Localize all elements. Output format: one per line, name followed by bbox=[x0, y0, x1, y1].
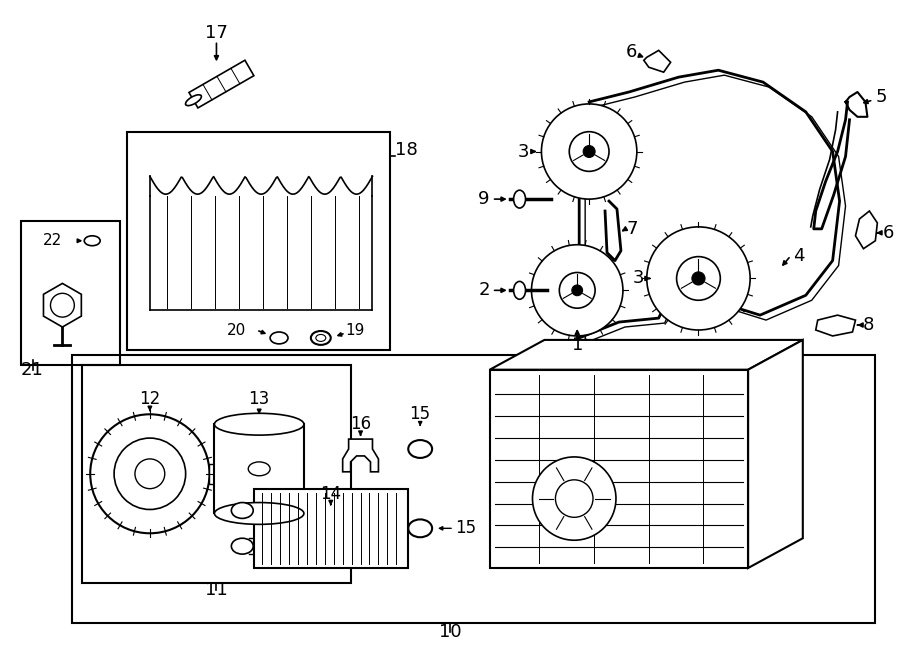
Text: 16: 16 bbox=[350, 415, 371, 433]
Circle shape bbox=[559, 272, 595, 308]
Circle shape bbox=[692, 272, 705, 285]
Ellipse shape bbox=[310, 331, 330, 345]
Polygon shape bbox=[43, 284, 81, 327]
Ellipse shape bbox=[514, 190, 526, 208]
Ellipse shape bbox=[409, 520, 432, 537]
Ellipse shape bbox=[248, 462, 270, 476]
Circle shape bbox=[90, 414, 210, 533]
Text: 5: 5 bbox=[876, 88, 886, 106]
Text: 3: 3 bbox=[518, 143, 529, 161]
Text: 7: 7 bbox=[627, 220, 638, 238]
Ellipse shape bbox=[270, 332, 288, 344]
Ellipse shape bbox=[231, 538, 253, 554]
Polygon shape bbox=[343, 439, 378, 472]
Polygon shape bbox=[856, 211, 878, 249]
Text: 17: 17 bbox=[205, 24, 228, 42]
Text: 19: 19 bbox=[346, 323, 365, 338]
Polygon shape bbox=[644, 50, 670, 72]
Text: 1: 1 bbox=[572, 336, 583, 354]
Text: 21: 21 bbox=[21, 361, 43, 379]
Ellipse shape bbox=[316, 334, 326, 342]
Circle shape bbox=[583, 145, 595, 157]
Circle shape bbox=[542, 104, 637, 199]
Ellipse shape bbox=[214, 502, 304, 524]
Text: 22: 22 bbox=[42, 233, 62, 249]
Text: 10: 10 bbox=[438, 623, 462, 641]
Polygon shape bbox=[189, 60, 254, 108]
Circle shape bbox=[570, 132, 609, 171]
Text: 3: 3 bbox=[633, 270, 643, 288]
Text: 9: 9 bbox=[478, 190, 490, 208]
Bar bbox=[254, 488, 409, 568]
Bar bbox=[210, 464, 228, 484]
Text: 14: 14 bbox=[320, 485, 341, 502]
Ellipse shape bbox=[409, 440, 432, 458]
Circle shape bbox=[532, 245, 623, 336]
Text: 15: 15 bbox=[410, 405, 431, 423]
Bar bbox=[72, 355, 876, 623]
Bar bbox=[21, 221, 120, 365]
Circle shape bbox=[555, 480, 593, 518]
Circle shape bbox=[677, 256, 720, 300]
Bar bbox=[82, 365, 351, 583]
Polygon shape bbox=[748, 340, 803, 568]
Text: 11: 11 bbox=[205, 581, 228, 599]
Text: 6: 6 bbox=[882, 224, 894, 242]
Text: 6: 6 bbox=[626, 44, 637, 61]
Text: 18: 18 bbox=[395, 141, 419, 159]
Circle shape bbox=[533, 457, 616, 540]
Circle shape bbox=[50, 293, 75, 317]
Bar bbox=[127, 132, 391, 350]
Bar bbox=[490, 369, 748, 568]
Text: 8: 8 bbox=[862, 316, 874, 334]
Ellipse shape bbox=[231, 502, 253, 518]
Text: 15: 15 bbox=[455, 520, 476, 537]
Text: 12: 12 bbox=[140, 391, 160, 408]
Text: 20: 20 bbox=[227, 323, 246, 338]
Circle shape bbox=[572, 285, 582, 295]
Polygon shape bbox=[815, 315, 856, 336]
Text: 13: 13 bbox=[248, 391, 270, 408]
Text: 4: 4 bbox=[793, 247, 805, 264]
Ellipse shape bbox=[514, 282, 526, 299]
Ellipse shape bbox=[85, 236, 100, 246]
Circle shape bbox=[647, 227, 750, 330]
Polygon shape bbox=[605, 201, 621, 260]
Bar bbox=[214, 424, 304, 514]
Circle shape bbox=[114, 438, 185, 510]
Ellipse shape bbox=[185, 95, 202, 106]
Text: 2: 2 bbox=[478, 282, 490, 299]
Ellipse shape bbox=[214, 413, 304, 435]
Circle shape bbox=[135, 459, 165, 488]
Polygon shape bbox=[490, 340, 803, 369]
